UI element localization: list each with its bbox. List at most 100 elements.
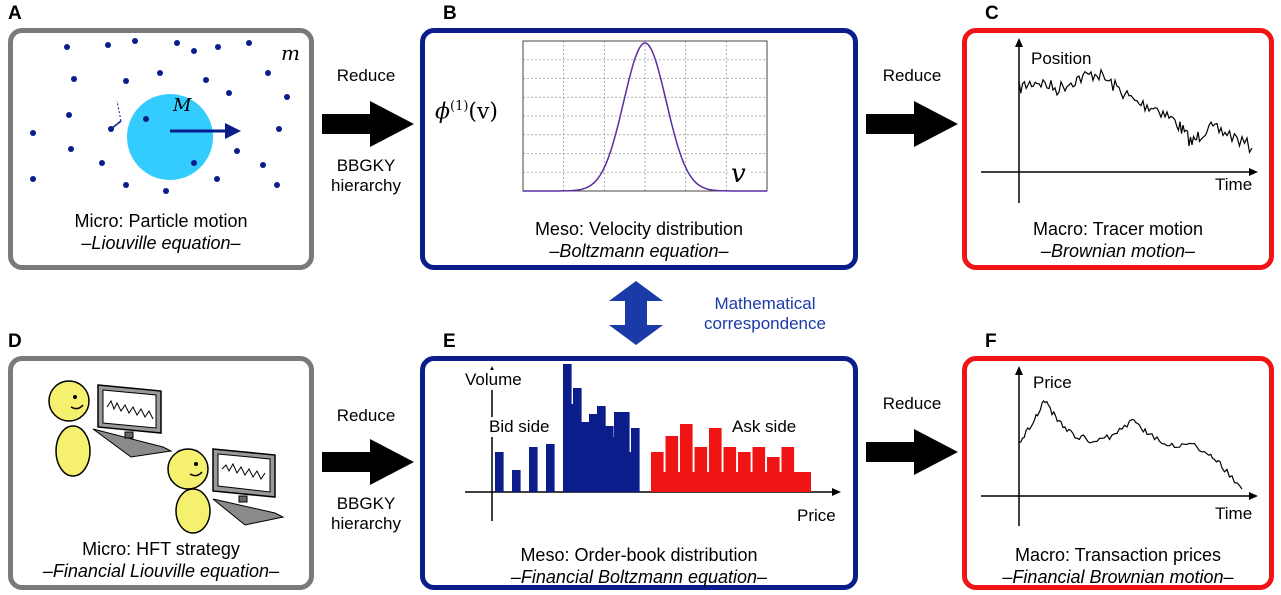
bid-bar <box>613 437 622 492</box>
computer-monitor-1 <box>92 384 173 458</box>
bbgky-label-ab: BBGKY hierarchy <box>322 156 410 196</box>
caption-b: Meso: Velocity distribution <box>534 219 744 239</box>
bid-side-label: Bid side <box>487 417 552 437</box>
small-particle <box>163 188 169 194</box>
small-particle <box>105 42 111 48</box>
bid-bar <box>529 447 538 492</box>
small-particle <box>30 130 36 136</box>
tracer-particle <box>127 94 213 180</box>
reduce-label-de: Reduce <box>336 406 396 425</box>
panel-b-velocity-distribution: ϕ(1)(v) v Meso: Velocity distribution –B… <box>420 28 858 270</box>
caption-c: Macro: Tracer motion <box>1032 219 1204 239</box>
small-particle <box>215 44 221 50</box>
velocity-arrowhead <box>225 123 241 139</box>
small-mass-label: m <box>281 41 300 65</box>
reduce-arrow-ef <box>866 429 958 475</box>
caption-e: Meso: Order-book distribution <box>520 545 758 565</box>
small-particle <box>214 176 220 182</box>
panel-c-tracer-motion: Position Time Macro: Tracer motion –Brow… <box>962 28 1274 270</box>
reduce-label-ef: Reduce <box>882 394 942 413</box>
small-particle <box>71 76 77 82</box>
small-particle <box>265 70 271 76</box>
panel-label-b: B <box>443 3 457 24</box>
small-particle <box>284 94 290 100</box>
position-axis-label: Position <box>1031 49 1092 68</box>
panel-label-e: E <box>443 331 456 352</box>
subcaption-e: –Financial Boltzmann equation– <box>510 567 768 587</box>
small-particle <box>226 90 232 96</box>
phi-axis-label: ϕ(1)(v) <box>435 99 499 125</box>
time-axis-label-f: Time <box>1215 504 1253 523</box>
bid-bar <box>597 408 606 492</box>
brownian-path <box>1018 67 1253 155</box>
bid-bar <box>581 422 590 492</box>
time-axis-label-c: Time <box>1215 175 1253 194</box>
price-path <box>1019 399 1243 490</box>
small-particle <box>64 44 70 50</box>
order-book-bars <box>495 364 811 492</box>
price-axis-label-e: Price <box>797 506 836 525</box>
reduce-arrow-ab <box>322 101 414 147</box>
computer-monitor-2 <box>212 448 285 526</box>
panel-f-transaction-prices: Price Time Macro: Transaction prices –Fi… <box>962 356 1274 590</box>
price-axis-label-f: Price <box>1033 373 1072 392</box>
velocity-distribution-plot <box>522 40 768 192</box>
caption-a: Micro: Particle motion <box>74 211 248 231</box>
bid-bar <box>629 452 638 492</box>
v-axis-label: v <box>728 159 749 189</box>
caption-d: Micro: HFT strategy <box>82 539 240 559</box>
correspondence-label: Mathematical correspondence <box>704 294 826 333</box>
plot-frame <box>522 40 768 192</box>
small-particle <box>30 176 36 182</box>
subcaption-d: –Financial Liouville equation– <box>42 561 280 581</box>
bbgky-label-de: BBGKY hierarchy <box>331 494 401 533</box>
bid-bar <box>589 414 598 492</box>
velocity-distribution-curve <box>523 42 767 192</box>
small-particle <box>274 182 280 188</box>
small-particle <box>68 146 74 152</box>
reduce-arrow-de <box>322 439 414 485</box>
trader-person-1 <box>48 380 91 477</box>
small-particle <box>234 148 240 154</box>
small-particle <box>246 40 252 46</box>
panel-d-hft-strategy: Micro: HFT strategy –Financial Liouville… <box>8 356 314 590</box>
panel-a-particle-motion: m M Micro: Particle motion –Liouville eq… <box>8 28 314 270</box>
reduce-arrow-bc <box>866 101 958 147</box>
caption-f: Macro: Transaction prices <box>1014 545 1222 565</box>
particle-diagram <box>30 38 290 194</box>
large-mass-label: M <box>173 95 192 116</box>
tracer-position-plot <box>981 38 1258 203</box>
bid-bar <box>621 412 630 492</box>
volume-axis-label: Volume <box>465 370 522 390</box>
subcaption-c: –Brownian motion– <box>1040 241 1196 261</box>
ask-side-label: Ask side <box>730 417 799 437</box>
small-particle <box>191 160 197 166</box>
ask-bar-base <box>651 472 811 492</box>
bid-bar <box>605 426 614 492</box>
small-particle <box>260 162 266 168</box>
panel-label-d: D <box>8 331 22 352</box>
bbgky-line2: hierarchy <box>331 176 401 195</box>
small-particle <box>108 126 114 132</box>
panel-label-c: C <box>985 3 999 24</box>
reduce-label-bc: Reduce <box>882 66 942 85</box>
small-particle <box>276 126 282 132</box>
bid-bar <box>495 452 504 492</box>
subcaption-f: –Financial Brownian motion– <box>1002 567 1234 587</box>
correspondence-double-arrow <box>609 281 663 345</box>
bid-bar <box>573 388 582 492</box>
bid-bar <box>565 404 574 492</box>
bbgky-line1: BBGKY <box>336 156 396 175</box>
panel-e-order-book: Volume Bid side Ask side Price Meso: Ord… <box>420 356 858 590</box>
subcaption-a: –Liouville equation– <box>81 233 241 253</box>
small-particle <box>174 40 180 46</box>
bid-bar <box>512 470 521 492</box>
deflection-line <box>116 100 122 122</box>
panel-label-f: F <box>985 331 997 352</box>
trader-person-2 <box>167 448 211 534</box>
small-particle <box>123 78 129 84</box>
traders-illustration <box>48 380 285 534</box>
subcaption-b: –Boltzmann equation– <box>549 241 729 261</box>
small-particle <box>143 116 149 122</box>
reduce-label-ab: Reduce <box>336 66 396 85</box>
